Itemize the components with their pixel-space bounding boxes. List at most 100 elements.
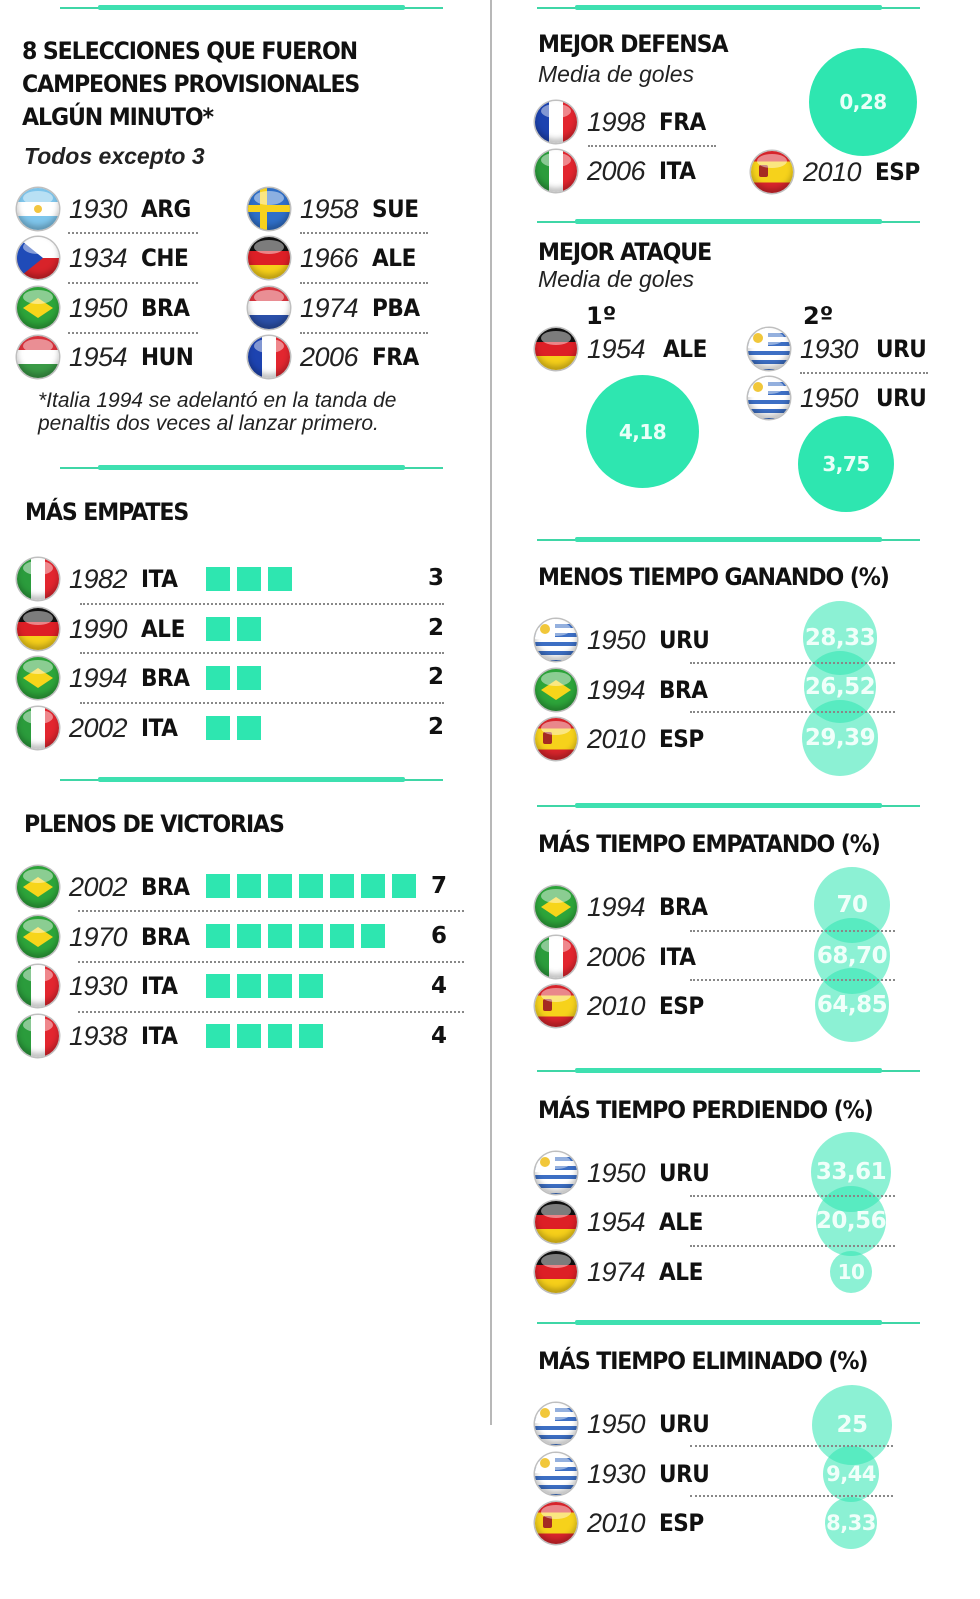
section-divider <box>537 219 920 224</box>
table-row: 1954 ALE <box>535 1199 708 1245</box>
country-code: HUN <box>141 343 194 371</box>
country-code: BRA <box>141 664 190 692</box>
france-flag-icon <box>248 336 290 378</box>
value-bubble: 10 <box>830 1251 872 1293</box>
year: 1998 <box>587 106 646 137</box>
bar-squares <box>206 874 416 898</box>
country-code: ALE <box>659 1208 703 1236</box>
ataque-subtitle: Media de goles <box>538 266 694 292</box>
country-code: BRA <box>141 294 190 322</box>
value-bubble: 20,56 <box>816 1186 887 1256</box>
brazil-flag-icon <box>17 657 59 699</box>
provisional-title-line-1: 8 SELECCIONES QUE FUERON <box>22 37 358 65</box>
country-code: ALE <box>372 244 416 272</box>
brazil-flag-icon <box>535 886 577 928</box>
year: 1950 <box>587 1157 646 1188</box>
value-bubble: 9,44 <box>823 1446 879 1502</box>
eliminado-title: MÁS TIEMPO ELIMINADO (%) <box>538 1347 868 1375</box>
table-row: 2002 BRA <box>17 864 195 910</box>
year: 2006 <box>300 341 359 372</box>
brazil-flag-icon <box>17 287 59 329</box>
netherlands-flag-icon <box>248 287 290 329</box>
dotted-separator <box>68 332 198 334</box>
bar-squares <box>206 1024 323 1048</box>
list-item: 2010 ESP <box>751 149 925 195</box>
section-divider <box>537 1068 920 1073</box>
section-divider <box>537 1320 920 1325</box>
column-separator <box>490 0 492 1425</box>
year: 2010 <box>587 723 646 754</box>
country-code: ITA <box>141 565 178 593</box>
brazil-flag-icon <box>17 866 59 908</box>
year: 1970 <box>69 921 128 952</box>
dotted-separator <box>78 910 464 912</box>
dotted-separator <box>690 979 895 981</box>
uruguay-flag-icon <box>748 377 790 419</box>
year: 2010 <box>587 1507 646 1538</box>
defensa-subtitle: Media de goles <box>538 61 694 87</box>
country-code: ESP <box>659 992 704 1020</box>
country-code: FRA <box>659 108 706 136</box>
rank-first: 1º <box>586 302 617 330</box>
dotted-separator <box>80 702 444 704</box>
france-flag-icon <box>535 101 577 143</box>
dotted-separator <box>300 332 428 334</box>
list-item: 2006 ITA <box>535 148 700 194</box>
germany-flag-icon <box>535 328 577 370</box>
value-bubble: 0,28 <box>809 48 917 156</box>
italy-flag-icon <box>535 150 577 192</box>
sweden-flag-icon <box>248 188 290 230</box>
table-row: 2010 ESP <box>535 1500 709 1546</box>
country-code: ALE <box>659 1258 703 1286</box>
count-value: 6 <box>431 923 448 949</box>
footnote-line-1: *Italia 1994 se adelantó en la tanda de <box>38 389 397 412</box>
brazil-flag-icon <box>17 916 59 958</box>
count-value: 7 <box>431 873 448 899</box>
dotted-separator <box>80 603 444 605</box>
year: 1994 <box>69 662 128 693</box>
year: 2010 <box>587 990 646 1021</box>
germany-flag-icon <box>17 608 59 650</box>
bar-squares <box>206 617 261 641</box>
list-item: 1954 HUN <box>17 334 199 380</box>
value-bubble: 3,75 <box>798 416 894 512</box>
dotted-separator <box>690 1245 895 1247</box>
dotted-separator <box>300 282 428 284</box>
table-row: 1990 ALE <box>17 606 190 652</box>
year: 1938 <box>69 1020 128 1051</box>
year: 2002 <box>69 712 128 743</box>
table-row: 2002 ITA <box>17 705 182 751</box>
country-code: ESP <box>659 725 704 753</box>
year: 1950 <box>69 292 128 323</box>
country-code: ITA <box>141 972 178 1000</box>
table-row: 1930 ITA <box>17 963 182 1009</box>
spain-flag-icon <box>751 151 793 193</box>
list-item: 2006 FRA <box>248 334 424 380</box>
uruguay-flag-icon <box>535 1453 577 1495</box>
table-row: 1938 ITA <box>17 1013 182 1059</box>
country-code: URU <box>659 626 710 654</box>
year: 1966 <box>300 242 359 273</box>
year: 2010 <box>803 156 862 187</box>
section-divider <box>537 803 920 808</box>
bar-squares <box>206 716 261 740</box>
dotted-separator <box>690 1195 895 1197</box>
year: 1934 <box>69 242 128 273</box>
dotted-separator <box>78 961 464 963</box>
perdiendo-title: MÁS TIEMPO PERDIENDO (%) <box>538 1096 874 1124</box>
year: 1950 <box>800 382 859 413</box>
hungary-flag-icon <box>17 336 59 378</box>
section-divider <box>537 5 920 10</box>
table-row: 2010 ESP <box>535 983 709 1029</box>
spain-flag-icon <box>535 985 577 1027</box>
year: 1954 <box>69 341 128 372</box>
country-code: ALE <box>663 335 707 363</box>
bar-squares <box>206 666 261 690</box>
country-code: ITA <box>659 157 696 185</box>
list-item: 1954 ALE <box>535 326 712 372</box>
victorias-title: PLENOS DE VICTORIAS <box>24 810 285 838</box>
table-row: 1950 URU <box>535 1401 715 1447</box>
year: 1930 <box>587 1458 646 1489</box>
table-row: 1930 URU <box>535 1451 715 1497</box>
table-row: 1982 ITA <box>17 556 182 602</box>
